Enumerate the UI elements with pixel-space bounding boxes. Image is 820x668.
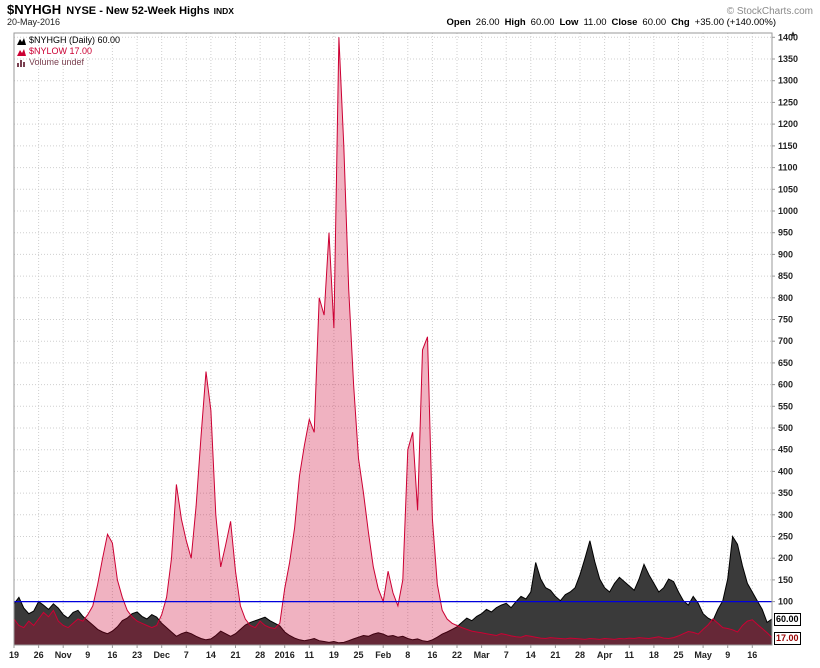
svg-text:1250: 1250 bbox=[778, 97, 798, 107]
legend-row-nyhgh: $NYHGH (Daily) 60.00 bbox=[17, 35, 120, 46]
svg-text:25: 25 bbox=[353, 650, 363, 660]
svg-text:150: 150 bbox=[778, 575, 793, 585]
chart-subheader: 20-May-2016 Open 26.00 High 60.00 Low 11… bbox=[7, 17, 776, 28]
svg-text:16: 16 bbox=[427, 650, 437, 660]
svg-text:7: 7 bbox=[184, 650, 189, 660]
svg-text:700: 700 bbox=[778, 336, 793, 346]
svg-text:1350: 1350 bbox=[778, 54, 798, 64]
svg-text:Apr: Apr bbox=[597, 650, 613, 660]
chart-title: $NYHGH NYSE - New 52-Week Highs INDX bbox=[7, 2, 234, 17]
svg-text:350: 350 bbox=[778, 488, 793, 498]
legend-label-volume: Volume undef bbox=[29, 57, 85, 67]
exchange-name: NYSE - New 52-Week Highs bbox=[66, 5, 210, 17]
svg-text:1000: 1000 bbox=[778, 206, 798, 216]
svg-text:1200: 1200 bbox=[778, 119, 798, 129]
chg-value: +35.00 (+140.00%) bbox=[694, 17, 776, 28]
svg-text:550: 550 bbox=[778, 401, 793, 411]
svg-text:1100: 1100 bbox=[778, 163, 798, 173]
svg-text:9: 9 bbox=[725, 650, 730, 660]
svg-text:100: 100 bbox=[778, 597, 793, 607]
svg-text:14: 14 bbox=[526, 650, 536, 660]
svg-text:11: 11 bbox=[625, 650, 635, 660]
svg-text:200: 200 bbox=[778, 553, 793, 563]
svg-text:1400: 1400 bbox=[778, 32, 798, 42]
open-label: Open bbox=[446, 17, 471, 28]
svg-text:500: 500 bbox=[778, 423, 793, 433]
svg-text:Dec: Dec bbox=[153, 650, 170, 660]
svg-text:7: 7 bbox=[504, 650, 509, 660]
close-label: Close bbox=[611, 17, 638, 28]
high-value: 60.00 bbox=[530, 17, 555, 28]
chg-label: Chg bbox=[671, 17, 690, 28]
svg-text:16: 16 bbox=[107, 650, 117, 660]
svg-text:1150: 1150 bbox=[778, 141, 798, 151]
svg-text:600: 600 bbox=[778, 380, 793, 390]
svg-text:11: 11 bbox=[305, 650, 315, 660]
svg-text:1050: 1050 bbox=[778, 184, 798, 194]
index-tag: INDX bbox=[213, 6, 234, 16]
low-value: 11.00 bbox=[583, 17, 607, 28]
svg-text:21: 21 bbox=[230, 650, 240, 660]
legend-row-volume: Volume undef bbox=[17, 57, 120, 68]
svg-text:25: 25 bbox=[673, 650, 683, 660]
last-value-tag-nyhgh: 60.00 bbox=[774, 613, 801, 626]
svg-text:14: 14 bbox=[206, 650, 216, 660]
open-value: 26.00 bbox=[475, 17, 500, 28]
svg-text:2016: 2016 bbox=[275, 650, 295, 660]
legend-label-nyhgh: $NYHGH (Daily) 60.00 bbox=[29, 35, 121, 45]
legend-row-nylow: $NYLOW 17.00 bbox=[17, 46, 120, 57]
svg-text:400: 400 bbox=[778, 466, 793, 476]
svg-text:22: 22 bbox=[452, 650, 462, 660]
copyright: © StockCharts.com bbox=[726, 6, 813, 17]
svg-text:900: 900 bbox=[778, 249, 793, 259]
svg-text:8: 8 bbox=[405, 650, 410, 660]
svg-text:450: 450 bbox=[778, 445, 793, 455]
svg-text:9: 9 bbox=[85, 650, 90, 660]
svg-text:1300: 1300 bbox=[778, 76, 798, 86]
svg-text:23: 23 bbox=[132, 650, 142, 660]
chart-date: 20-May-2016 bbox=[7, 17, 61, 27]
svg-text:28: 28 bbox=[255, 650, 265, 660]
svg-text:Feb: Feb bbox=[375, 650, 392, 660]
svg-text:800: 800 bbox=[778, 293, 793, 303]
last-value-tag-nylow: 17.00 bbox=[774, 632, 801, 645]
volume-bars-icon bbox=[17, 59, 26, 67]
svg-text:21: 21 bbox=[550, 650, 560, 660]
high-label: High bbox=[504, 17, 526, 28]
svg-text:18: 18 bbox=[649, 650, 659, 660]
close-value: 60.00 bbox=[642, 17, 667, 28]
low-label: Low bbox=[559, 17, 579, 28]
svg-text:750: 750 bbox=[778, 315, 793, 325]
svg-text:16: 16 bbox=[747, 650, 757, 660]
quote-strip: Open 26.00 High 60.00 Low 11.00 Close 60… bbox=[447, 17, 777, 28]
svg-text:28: 28 bbox=[575, 650, 585, 660]
chart-header: $NYHGH NYSE - New 52-Week Highs INDX © S… bbox=[7, 2, 813, 17]
svg-text:26: 26 bbox=[34, 650, 44, 660]
svg-text:950: 950 bbox=[778, 228, 793, 238]
svg-text:19: 19 bbox=[9, 650, 19, 660]
svg-text:650: 650 bbox=[778, 358, 793, 368]
area-chart-icon bbox=[17, 48, 26, 56]
area-chart-icon bbox=[17, 37, 26, 45]
symbol: $NYHGH bbox=[7, 2, 62, 17]
svg-text:250: 250 bbox=[778, 532, 793, 542]
svg-text:850: 850 bbox=[778, 271, 793, 281]
svg-text:19: 19 bbox=[329, 650, 339, 660]
legend-label-nylow: $NYLOW 17.00 bbox=[29, 46, 93, 56]
svg-text:May: May bbox=[694, 650, 712, 660]
svg-text:Mar: Mar bbox=[474, 650, 491, 660]
chart-legend: $NYHGH (Daily) 60.00 $NYLOW 17.00 Volume… bbox=[17, 35, 120, 68]
scale-up-arrow-icon: ▲ bbox=[789, 29, 797, 38]
svg-text:300: 300 bbox=[778, 510, 793, 520]
svg-text:Nov: Nov bbox=[55, 650, 72, 660]
